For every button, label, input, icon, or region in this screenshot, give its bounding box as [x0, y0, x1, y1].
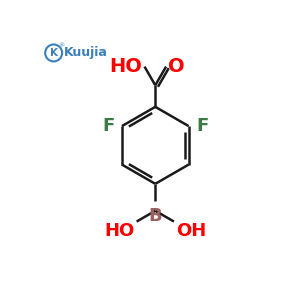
Text: K: K: [50, 48, 58, 58]
Text: ®: ®: [58, 44, 64, 49]
Text: Kuujia: Kuujia: [64, 46, 107, 59]
Text: HO: HO: [104, 222, 134, 240]
Text: HO: HO: [109, 57, 142, 76]
Text: OH: OH: [176, 222, 206, 240]
Text: F: F: [196, 117, 208, 135]
Text: F: F: [102, 117, 114, 135]
Text: O: O: [168, 57, 185, 76]
Text: B: B: [148, 207, 162, 225]
